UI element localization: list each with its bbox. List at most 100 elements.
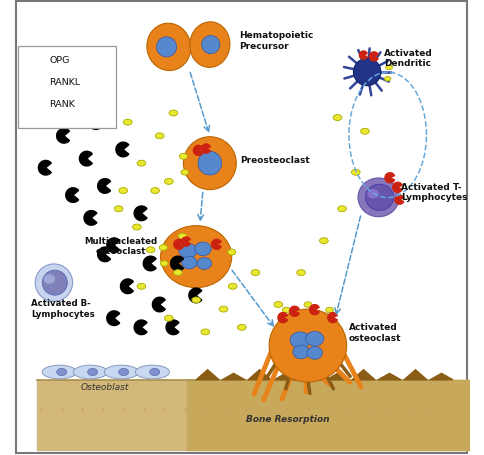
Polygon shape xyxy=(187,380,469,450)
Ellipse shape xyxy=(200,329,209,335)
Text: RANKL: RANKL xyxy=(49,77,80,86)
Ellipse shape xyxy=(159,245,167,251)
Ellipse shape xyxy=(137,284,146,290)
Ellipse shape xyxy=(178,234,186,240)
Wedge shape xyxy=(201,145,210,154)
Wedge shape xyxy=(173,240,183,250)
Wedge shape xyxy=(97,179,110,194)
Wedge shape xyxy=(152,298,165,312)
Ellipse shape xyxy=(351,170,359,176)
FancyBboxPatch shape xyxy=(16,2,467,453)
Ellipse shape xyxy=(183,137,236,190)
Ellipse shape xyxy=(192,298,200,303)
Ellipse shape xyxy=(44,275,54,283)
Ellipse shape xyxy=(57,369,66,376)
Wedge shape xyxy=(84,211,97,226)
Ellipse shape xyxy=(364,185,393,211)
Ellipse shape xyxy=(137,161,146,167)
Text: Activated B-
Lymphocytes: Activated B- Lymphocytes xyxy=(31,299,95,318)
Polygon shape xyxy=(196,370,218,380)
Wedge shape xyxy=(211,240,221,250)
Ellipse shape xyxy=(42,365,76,379)
Text: RANK: RANK xyxy=(49,100,75,109)
Wedge shape xyxy=(170,257,183,271)
Wedge shape xyxy=(106,238,120,253)
FancyBboxPatch shape xyxy=(18,46,116,129)
Ellipse shape xyxy=(251,270,259,276)
Ellipse shape xyxy=(237,325,245,330)
Ellipse shape xyxy=(30,79,41,86)
Ellipse shape xyxy=(42,270,67,296)
Wedge shape xyxy=(66,188,78,203)
Ellipse shape xyxy=(104,365,138,379)
Text: Preosteoclast: Preosteoclast xyxy=(240,156,309,165)
Ellipse shape xyxy=(289,332,310,349)
Polygon shape xyxy=(325,374,348,380)
Polygon shape xyxy=(429,374,452,380)
Ellipse shape xyxy=(119,188,127,194)
Text: OPG: OPG xyxy=(49,56,70,65)
Wedge shape xyxy=(369,53,378,62)
Ellipse shape xyxy=(155,134,164,140)
Wedge shape xyxy=(97,248,110,262)
Ellipse shape xyxy=(147,24,190,71)
Ellipse shape xyxy=(201,36,219,55)
Ellipse shape xyxy=(385,66,392,71)
Ellipse shape xyxy=(227,249,235,256)
Ellipse shape xyxy=(181,170,188,176)
Ellipse shape xyxy=(357,179,398,217)
Wedge shape xyxy=(106,311,120,326)
Ellipse shape xyxy=(135,365,169,379)
Wedge shape xyxy=(28,96,43,113)
Ellipse shape xyxy=(114,207,123,212)
Wedge shape xyxy=(392,183,401,193)
Ellipse shape xyxy=(156,38,176,58)
Ellipse shape xyxy=(305,332,323,346)
Text: Osteoblast: Osteoblast xyxy=(81,382,129,391)
Wedge shape xyxy=(166,320,179,335)
Ellipse shape xyxy=(173,270,182,276)
Wedge shape xyxy=(181,238,190,247)
Ellipse shape xyxy=(333,116,341,121)
Polygon shape xyxy=(300,370,322,380)
Text: Bone Resorption: Bone Resorption xyxy=(245,414,329,423)
Ellipse shape xyxy=(96,97,105,103)
Ellipse shape xyxy=(119,369,128,376)
Wedge shape xyxy=(327,313,337,323)
Ellipse shape xyxy=(151,188,159,194)
Ellipse shape xyxy=(146,248,154,253)
Wedge shape xyxy=(188,288,201,303)
Ellipse shape xyxy=(160,261,168,267)
Wedge shape xyxy=(120,279,133,294)
Ellipse shape xyxy=(337,207,346,212)
Wedge shape xyxy=(27,51,43,69)
Polygon shape xyxy=(222,374,244,380)
Ellipse shape xyxy=(88,369,97,376)
Polygon shape xyxy=(248,370,271,380)
Ellipse shape xyxy=(325,308,333,313)
Ellipse shape xyxy=(292,345,309,359)
Wedge shape xyxy=(359,52,366,60)
Wedge shape xyxy=(134,207,147,221)
Text: Multinucleated
osteoclast: Multinucleated osteoclast xyxy=(84,236,157,255)
Wedge shape xyxy=(89,116,101,130)
Ellipse shape xyxy=(164,179,173,185)
Ellipse shape xyxy=(269,309,346,382)
Ellipse shape xyxy=(179,154,187,160)
Ellipse shape xyxy=(319,238,328,244)
Ellipse shape xyxy=(73,365,107,379)
Ellipse shape xyxy=(367,190,378,198)
Ellipse shape xyxy=(197,152,221,176)
Ellipse shape xyxy=(150,369,159,376)
Ellipse shape xyxy=(195,243,211,256)
Wedge shape xyxy=(116,143,129,157)
Ellipse shape xyxy=(123,120,132,126)
Ellipse shape xyxy=(306,347,322,359)
Wedge shape xyxy=(289,307,299,317)
Wedge shape xyxy=(277,313,287,323)
Polygon shape xyxy=(36,380,469,450)
Ellipse shape xyxy=(197,258,211,270)
Ellipse shape xyxy=(282,308,289,313)
Ellipse shape xyxy=(189,23,229,68)
Text: Activated
osteoclast: Activated osteoclast xyxy=(348,323,401,342)
